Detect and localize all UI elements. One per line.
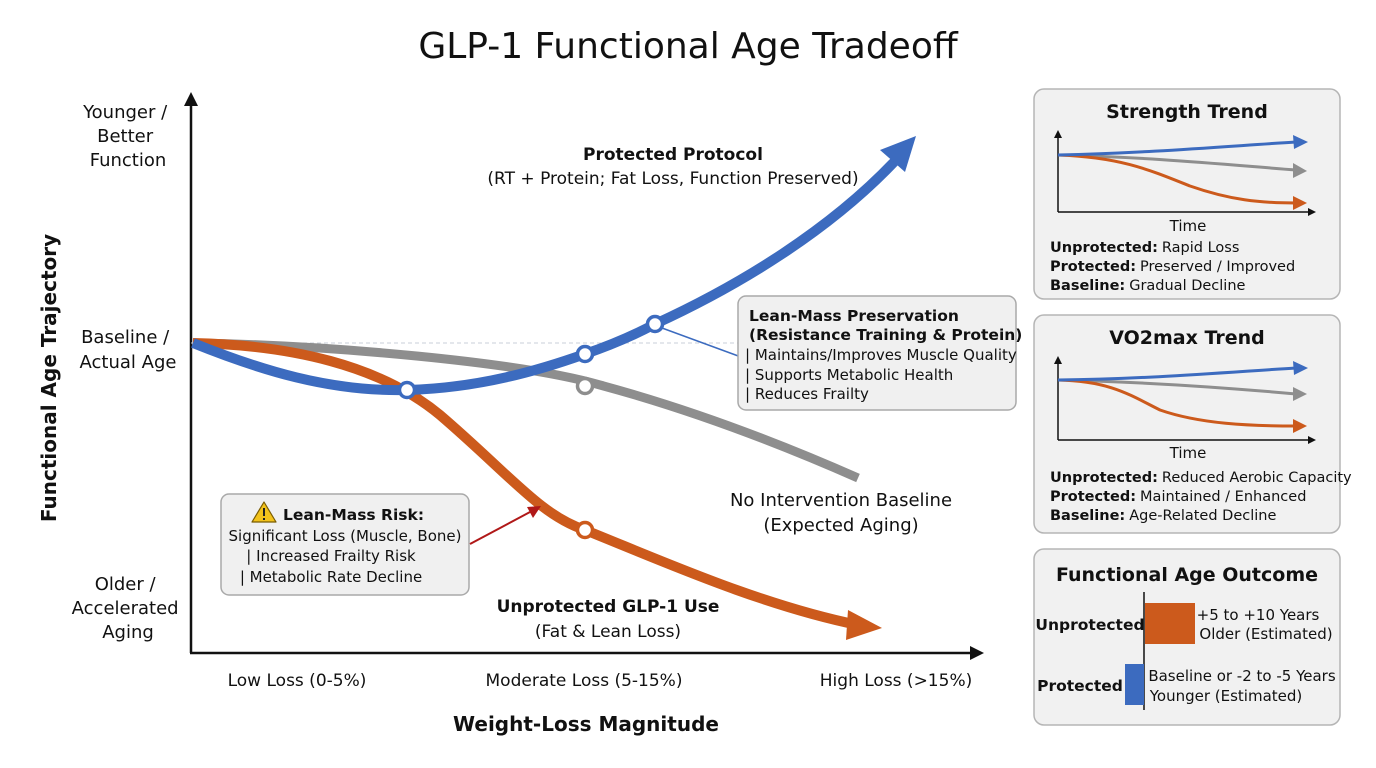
x-axis-arrowhead [970,646,984,660]
panel-vo2max: VO2max Trend Time Unprotected: Reduced Ae… [1033,314,1352,534]
callout-preservation-item-2: | Supports Metabolic Health [745,366,953,384]
y-label-younger-line-2: Better [97,126,154,147]
callout-risk-title: Lean-Mass Risk: [283,506,424,524]
y-label-baseline-line-1: Baseline / [81,327,170,348]
panel-outcome: Functional Age Outcome Unprotected +5 to… [1033,548,1341,726]
panel-strength-legend-2: Protected: Preserved / Improved [1050,259,1295,275]
panel-vo2max-legend-2-value: Maintained / Enhanced [1140,489,1306,505]
panel-strength-x-arrowhead [1308,208,1316,216]
chart-title: GLP-1 Functional Age Tradeoff [418,26,958,67]
panel-vo2max-xlabel: Time [1169,444,1207,462]
panel-strength-legend-1: Unprotected: Rapid Loss [1050,240,1239,256]
callout-preservation-title-1: Lean-Mass Preservation [749,307,959,325]
panel-strength-arrow-protected [1293,135,1308,149]
y-label-baseline: Baseline / Actual Age [80,327,177,373]
callout-risk-arrow [469,506,541,545]
x-label-high: High Loss (>15%) [820,671,972,691]
panel-strength-legend-3-key: Baseline: [1050,278,1125,294]
panel-vo2max-arrow-unprotected [1293,419,1307,433]
panel-outcome-bar-protected [1125,664,1144,705]
series-label-protected: Protected Protocol [583,145,763,165]
callout-preservation: Lean-Mass Preservation (Resistance Train… [737,295,1022,411]
panel-strength-arrow-baseline [1293,163,1307,178]
panel-outcome-value-protected-1: Baseline or -2 to -5 Years [1148,667,1336,685]
panel-outcome-value-unprotected-2: Older (Estimated) [1199,625,1332,643]
x-axis-title: Weight-Loss Magnitude [453,712,719,736]
panel-vo2max-line-baseline [1057,378,1297,396]
y-label-older: Older / Accelerated Aging [72,574,185,643]
main-chart: Functional Age Trajectory Younger / Bett… [37,92,1022,736]
panel-strength-legend-1-key: Unprotected: [1050,240,1158,256]
warning-triangle-icon [251,501,277,523]
y-axis-title: Functional Age Trajectory [37,234,61,522]
x-label-low: Low Loss (0-5%) [228,671,367,691]
y-axis-arrowhead [184,92,198,106]
callout-risk-item-1: Significant Loss (Muscle, Bone) [229,527,462,545]
series-sublabel-unprotected: (Fat & Lean Loss) [535,622,681,642]
panel-outcome-label-protected: Protected [1037,677,1123,695]
panel-vo2max-legend-3-value: Age-Related Decline [1129,508,1276,524]
panel-strength-legend-3: Baseline: Gradual Decline [1050,278,1246,294]
panel-vo2max-legend-3-key: Baseline: [1050,508,1125,524]
panel-vo2max-legend-1-value: Reduced Aerobic Capacity [1162,470,1352,486]
marker-baseline-1 [575,376,595,396]
panel-vo2max-arrow-baseline [1293,387,1307,401]
x-label-moderate: Moderate Loss (5-15%) [486,671,683,691]
callout-preservation-title-2: (Resistance Training & Protein) [749,326,1022,344]
panel-outcome-value-unprotected-1: +5 to +10 Years [1197,606,1320,624]
panel-vo2max-legend-1: Unprotected: Reduced Aerobic Capacity [1050,470,1352,486]
series-label-baseline: No Intervention Baseline [730,490,952,511]
marker-protected-1 [397,380,417,400]
series-sublabel-protected: (RT + Protein; Fat Loss, Function Preser… [487,169,858,189]
callout-risk: Lean-Mass Risk: Significant Loss (Muscle… [220,493,470,596]
panel-vo2max-legend-3: Baseline: Age-Related Decline [1050,508,1276,524]
panel-strength-legend-2-value: Preserved / Improved [1140,259,1295,275]
panel-vo2max-legend-2-key: Protected: [1050,489,1136,505]
panel-vo2max-legend-1-key: Unprotected: [1050,470,1158,486]
panel-strength: Strength Trend Time Unprotected: Rapid Lo… [1033,88,1341,300]
y-label-older-line-3: Aging [102,622,154,643]
panel-vo2max-title: VO2max Trend [1109,327,1265,349]
panel-strength-legend-2-key: Protected: [1050,259,1136,275]
panel-vo2max-arrow-protected [1293,361,1308,375]
panel-vo2max-line-protected [1057,366,1297,382]
panel-strength-legend-3-value: Gradual Decline [1129,278,1245,294]
y-label-younger-line-3: Function [90,150,167,171]
panel-vo2max-legend-2: Protected: Maintained / Enhanced [1050,489,1306,505]
panel-vo2max-x-arrowhead [1308,436,1316,444]
marker-unprotected-1 [575,520,595,540]
series-arrowhead-unprotected [846,610,882,640]
series-label-unprotected: Unprotected GLP-1 Use [497,597,720,617]
marker-protected-3 [645,314,665,334]
callout-risk-item-3: | Metabolic Rate Decline [240,568,422,586]
panel-strength-legend-1-value: Rapid Loss [1162,240,1240,256]
panel-outcome-title: Functional Age Outcome [1056,564,1318,586]
panel-outcome-label-unprotected: Unprotected [1035,616,1144,634]
panel-strength-line-unprotected [1057,153,1297,205]
series-arrowhead-protected [880,136,916,172]
panel-strength-line-protected [1057,140,1297,157]
panel-strength-xlabel: Time [1169,217,1207,235]
callout-risk-item-2: | Increased Frailty Risk [246,547,416,565]
callout-preservation-item-3: | Reduces Frailty [745,385,869,403]
y-label-older-line-1: Older / [95,574,157,595]
y-label-younger-line-1: Younger / [82,102,168,123]
series-sublabel-baseline: (Expected Aging) [763,515,918,536]
panel-vo2max-line-unprotected [1057,378,1297,428]
y-label-older-line-2: Accelerated [72,598,179,619]
callout-connector-preservation [661,327,742,358]
marker-protected-2 [575,344,595,364]
panel-strength-arrow-unprotected [1293,196,1307,210]
panel-vo2max-y-arrowhead [1054,356,1062,364]
panel-strength-y-arrowhead [1054,130,1062,138]
panel-outcome-bar-unprotected [1145,603,1195,644]
callout-preservation-item-1: | Maintains/Improves Muscle Quality [745,346,1017,364]
panel-strength-line-baseline [1057,153,1297,172]
panel-outcome-value-protected-2: Younger (Estimated) [1149,687,1303,705]
series-line-unprotected [192,338,860,630]
y-label-baseline-line-2: Actual Age [80,352,177,373]
panel-strength-title: Strength Trend [1106,101,1268,123]
y-label-younger: Younger / Better Function [82,102,173,171]
